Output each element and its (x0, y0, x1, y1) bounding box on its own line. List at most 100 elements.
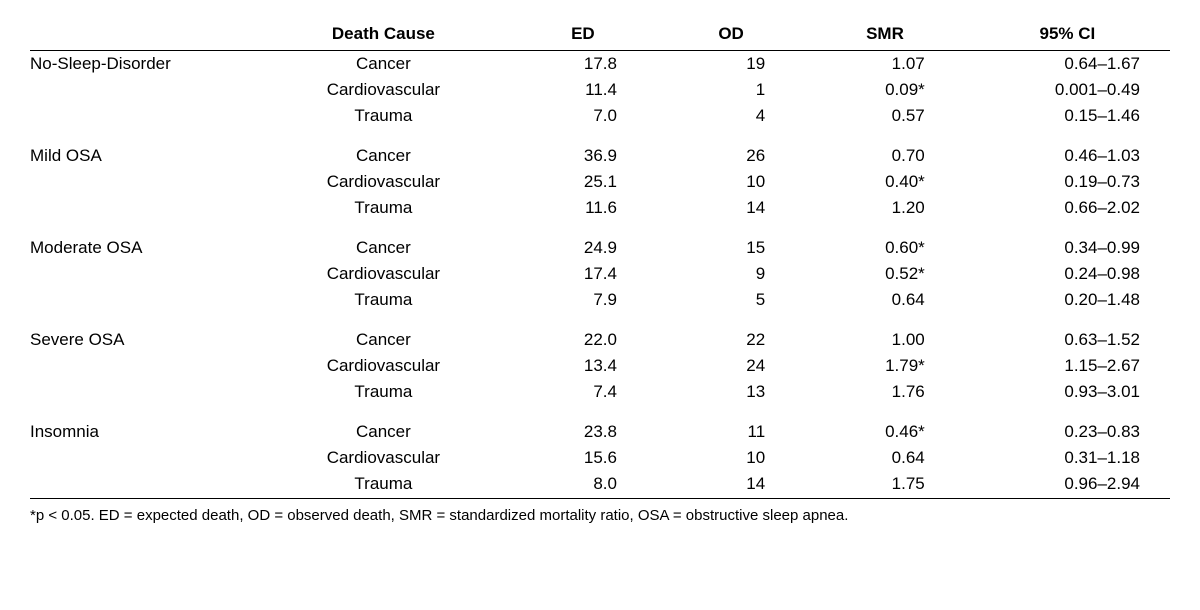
cell-cause: Trauma (258, 379, 509, 405)
header-ed: ED (509, 20, 657, 51)
table-row: Trauma7.040.570.15–1.46 (30, 103, 1170, 129)
group-spacer (30, 129, 1170, 143)
group-label (30, 169, 258, 195)
cell-od: 10 (657, 445, 805, 471)
cell-od: 5 (657, 287, 805, 313)
cell-ed: 8.0 (509, 471, 657, 497)
table-row: Cardiovascular11.410.09*0.001–0.49 (30, 77, 1170, 103)
cell-smr: 0.70 (805, 143, 965, 169)
header-smr: SMR (805, 20, 965, 51)
cell-cause: Cardiovascular (258, 261, 509, 287)
cell-ed: 17.4 (509, 261, 657, 287)
cell-ed: 11.4 (509, 77, 657, 103)
group-spacer (30, 221, 1170, 235)
group-spacer (30, 405, 1170, 419)
group-label: Mild OSA (30, 143, 258, 169)
table-footnote: *p < 0.05. ED = expected death, OD = obs… (30, 507, 1170, 524)
cell-smr: 1.00 (805, 327, 965, 353)
cell-od: 19 (657, 51, 805, 78)
cell-cause: Trauma (258, 103, 509, 129)
cell-cause: Cardiovascular (258, 169, 509, 195)
group-label: Severe OSA (30, 327, 258, 353)
table-row: Trauma11.6141.200.66–2.02 (30, 195, 1170, 221)
cell-ed: 7.0 (509, 103, 657, 129)
cell-smr: 0.64 (805, 445, 965, 471)
group-label (30, 77, 258, 103)
cell-smr: 0.64 (805, 287, 965, 313)
bottom-rule (30, 497, 1170, 499)
table-header-row: Death Cause ED OD SMR 95% CI (30, 20, 1170, 51)
table-row: InsomniaCancer23.8110.46*0.23–0.83 (30, 419, 1170, 445)
cell-ci: 0.63–1.52 (965, 327, 1170, 353)
cell-od: 15 (657, 235, 805, 261)
table-row: Trauma8.0141.750.96–2.94 (30, 471, 1170, 497)
cell-cause: Trauma (258, 287, 509, 313)
header-group (30, 20, 258, 51)
cell-cause: Cancer (258, 327, 509, 353)
cell-ci: 0.001–0.49 (965, 77, 1170, 103)
cell-smr: 0.57 (805, 103, 965, 129)
table-row: Cardiovascular13.4241.79*1.15–2.67 (30, 353, 1170, 379)
group-label (30, 287, 258, 313)
cell-ci: 0.15–1.46 (965, 103, 1170, 129)
cell-ed: 11.6 (509, 195, 657, 221)
cell-ed: 17.8 (509, 51, 657, 78)
cell-od: 13 (657, 379, 805, 405)
table-row: No-Sleep-DisorderCancer17.8191.070.64–1.… (30, 51, 1170, 78)
table-row: Severe OSACancer22.0221.000.63–1.52 (30, 327, 1170, 353)
group-label: Insomnia (30, 419, 258, 445)
cell-smr: 0.40* (805, 169, 965, 195)
cell-ed: 24.9 (509, 235, 657, 261)
cell-ed: 7.4 (509, 379, 657, 405)
header-ci: 95% CI (965, 20, 1170, 51)
cell-ed: 7.9 (509, 287, 657, 313)
cell-smr: 1.07 (805, 51, 965, 78)
cell-smr: 1.75 (805, 471, 965, 497)
cell-cause: Cardiovascular (258, 77, 509, 103)
group-label (30, 445, 258, 471)
table-row: Moderate OSACancer24.9150.60*0.34–0.99 (30, 235, 1170, 261)
cell-ed: 23.8 (509, 419, 657, 445)
cell-smr: 1.20 (805, 195, 965, 221)
table-row: Cardiovascular17.490.52*0.24–0.98 (30, 261, 1170, 287)
header-cause: Death Cause (258, 20, 509, 51)
cell-cause: Cardiovascular (258, 445, 509, 471)
cell-cause: Trauma (258, 195, 509, 221)
cell-ci: 0.93–3.01 (965, 379, 1170, 405)
table-row: Cardiovascular25.1100.40*0.19–0.73 (30, 169, 1170, 195)
cell-od: 11 (657, 419, 805, 445)
cell-ci: 0.20–1.48 (965, 287, 1170, 313)
mortality-table: Death Cause ED OD SMR 95% CI No-Sleep-Di… (30, 20, 1170, 499)
table-row: Cardiovascular15.6100.640.31–1.18 (30, 445, 1170, 471)
cell-cause: Cardiovascular (258, 353, 509, 379)
cell-smr: 1.79* (805, 353, 965, 379)
cell-od: 4 (657, 103, 805, 129)
cell-ed: 25.1 (509, 169, 657, 195)
cell-ed: 13.4 (509, 353, 657, 379)
cell-ci: 1.15–2.67 (965, 353, 1170, 379)
table-row: Trauma7.4131.760.93–3.01 (30, 379, 1170, 405)
cell-ci: 0.64–1.67 (965, 51, 1170, 78)
group-label: Moderate OSA (30, 235, 258, 261)
group-label (30, 195, 258, 221)
cell-cause: Cancer (258, 143, 509, 169)
cell-ci: 0.24–0.98 (965, 261, 1170, 287)
cell-smr: 0.60* (805, 235, 965, 261)
cell-od: 14 (657, 195, 805, 221)
cell-ci: 0.19–0.73 (965, 169, 1170, 195)
cell-od: 24 (657, 353, 805, 379)
cell-cause: Cancer (258, 419, 509, 445)
cell-cause: Cancer (258, 235, 509, 261)
table-row: Trauma7.950.640.20–1.48 (30, 287, 1170, 313)
cell-od: 1 (657, 77, 805, 103)
cell-smr: 0.09* (805, 77, 965, 103)
cell-ed: 22.0 (509, 327, 657, 353)
cell-ed: 15.6 (509, 445, 657, 471)
cell-ci: 0.46–1.03 (965, 143, 1170, 169)
cell-ci: 0.66–2.02 (965, 195, 1170, 221)
cell-od: 26 (657, 143, 805, 169)
cell-cause: Trauma (258, 471, 509, 497)
cell-ci: 0.31–1.18 (965, 445, 1170, 471)
group-label (30, 471, 258, 497)
cell-od: 22 (657, 327, 805, 353)
